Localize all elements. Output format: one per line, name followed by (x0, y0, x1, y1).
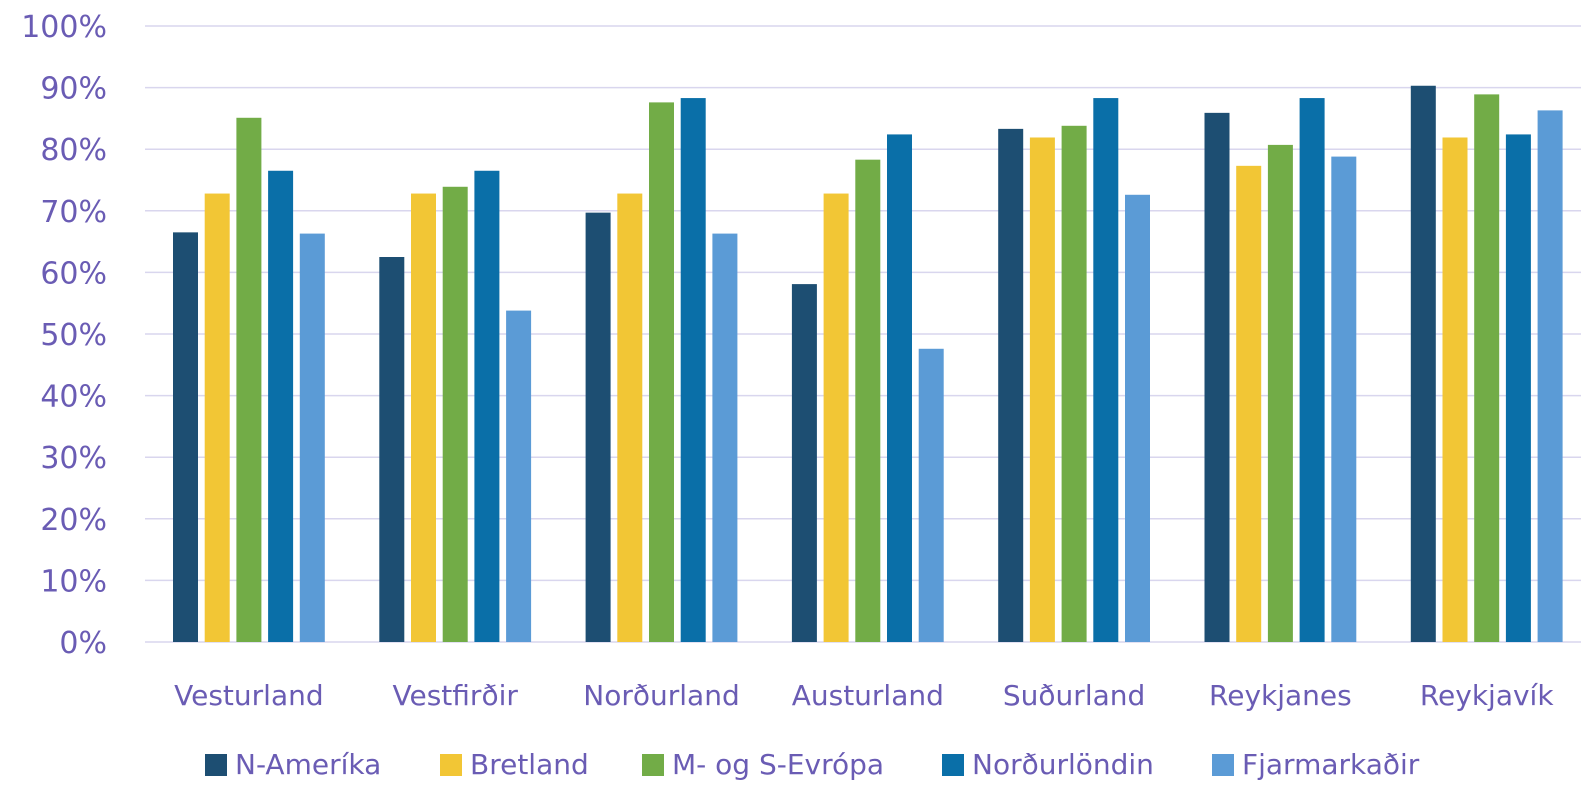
y-tick-label: 40% (40, 380, 107, 415)
y-tick-label: 10% (40, 564, 107, 599)
bar-2-1 (204, 193, 230, 642)
x-category-label: Reykjanes (1209, 679, 1352, 712)
bar-3-5 (1061, 125, 1087, 643)
legend-swatch (440, 754, 462, 776)
bar-5-3 (712, 233, 738, 643)
y-axis-tick-labels: 0% 10% 20% 30% 40% 50% 60% 70% 80% 90% 100% (21, 10, 107, 661)
bar-4-4 (887, 134, 912, 642)
legend-swatch (205, 754, 227, 776)
bar-3-6 (1267, 144, 1293, 642)
bar-5-5 (1125, 194, 1150, 642)
bar-2-3 (617, 193, 643, 642)
x-category-label: Vestfirðir (393, 679, 519, 712)
bar-1-1 (173, 232, 198, 643)
y-tick-label: 50% (40, 318, 107, 353)
legend-label: Fjarmarkaðir (1242, 748, 1420, 781)
x-category-label: Suðurland (1003, 679, 1145, 712)
y-tick-label: 90% (40, 72, 107, 107)
bar-2-6 (1236, 165, 1262, 642)
legend-swatch (942, 754, 964, 776)
bar-2-7 (1442, 137, 1468, 642)
bar-5-2 (506, 310, 532, 642)
bar-5-6 (1331, 156, 1357, 643)
bars (173, 85, 1563, 643)
y-tick-label: 0% (59, 626, 107, 661)
y-tick-label: 20% (40, 503, 107, 538)
legend: N-Ameríka Bretland M- og S-Evrópa Norðurlön… (205, 748, 1420, 781)
y-tick-label: 80% (40, 133, 107, 168)
bar-3-7 (1474, 94, 1500, 643)
bar-1-4 (791, 284, 817, 642)
bar-5-7 (1537, 110, 1563, 643)
bar-1-3 (585, 212, 611, 642)
bar-4-6 (1299, 98, 1325, 642)
y-tick-label: 100% (21, 10, 107, 45)
bar-5-1 (299, 233, 325, 643)
bar-2-2 (411, 193, 436, 642)
x-category-label: Vesturland (174, 679, 324, 712)
legend-swatch (642, 754, 664, 776)
bar-1-5 (998, 128, 1024, 642)
legend-label: Bretland (470, 748, 589, 781)
bar-1-2 (379, 257, 405, 642)
legend-swatch (1212, 754, 1234, 776)
bar-4-3 (680, 98, 706, 642)
x-category-label: Norðurland (583, 679, 739, 712)
x-category-label: Austurland (792, 679, 944, 712)
bar-3-2 (442, 186, 468, 642)
bar-3-4 (855, 159, 881, 642)
bar-1-6 (1204, 112, 1230, 642)
y-tick-label: 70% (40, 195, 107, 230)
x-axis-category-labels: Vesturland Vestfirðir Norðurland Austurland… (174, 679, 1554, 712)
bar-2-4 (823, 193, 849, 642)
legend-label: M- og S-Evrópa (672, 748, 884, 781)
legend-label: Norðurlöndin (972, 748, 1154, 781)
bar-4-1 (268, 170, 294, 642)
bar-4-7 (1505, 134, 1531, 642)
bar-1-7 (1410, 85, 1436, 642)
bar-2-5 (1029, 137, 1055, 642)
y-tick-label: 30% (40, 441, 107, 476)
y-tick-label: 60% (40, 256, 107, 291)
x-category-label: Reykjavík (1420, 679, 1554, 712)
bar-5-4 (918, 348, 944, 642)
bar-3-1 (236, 117, 262, 642)
bar-4-5 (1093, 98, 1119, 642)
bar-3-3 (649, 102, 674, 642)
bar-4-2 (474, 170, 500, 642)
legend-label: N-Ameríka (235, 748, 381, 781)
